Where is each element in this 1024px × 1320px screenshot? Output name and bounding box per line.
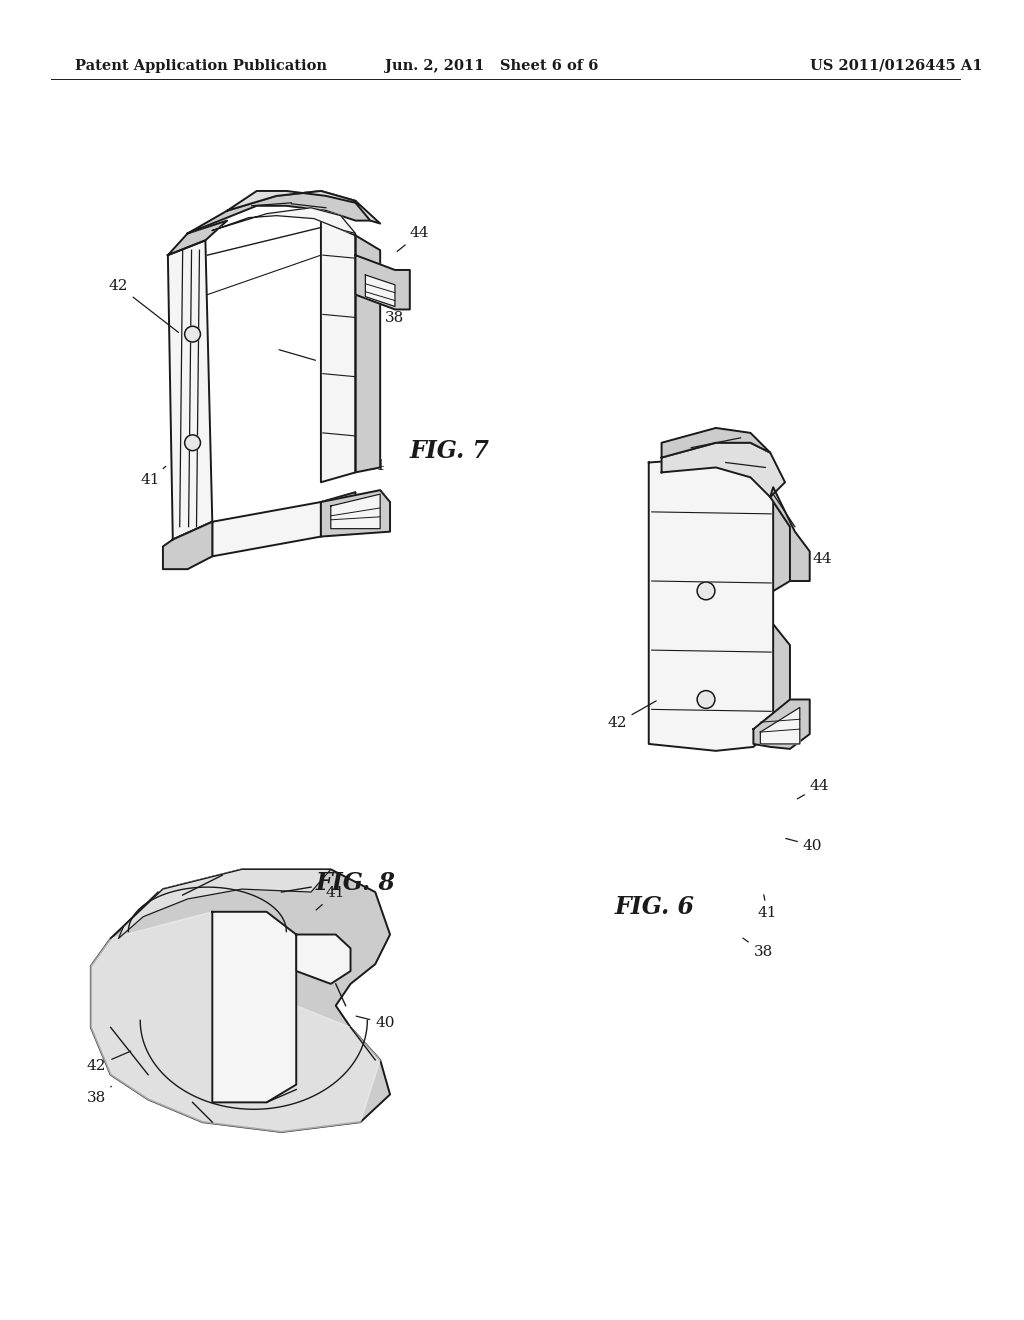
Polygon shape — [754, 700, 810, 748]
Polygon shape — [662, 442, 785, 498]
Text: FIG. 8: FIG. 8 — [316, 871, 396, 895]
Text: 44: 44 — [799, 552, 833, 579]
Circle shape — [697, 582, 715, 599]
Polygon shape — [366, 275, 395, 306]
Polygon shape — [212, 207, 355, 234]
Polygon shape — [91, 870, 390, 1133]
Polygon shape — [662, 467, 790, 739]
Text: 41: 41 — [140, 466, 166, 487]
Polygon shape — [187, 191, 371, 234]
Text: 38: 38 — [87, 1086, 112, 1105]
Text: 44: 44 — [397, 226, 429, 251]
Text: 42: 42 — [607, 701, 656, 730]
Text: 40: 40 — [280, 350, 340, 372]
Text: 38: 38 — [362, 301, 404, 325]
Polygon shape — [91, 912, 380, 1133]
Text: 38: 38 — [742, 939, 773, 960]
Polygon shape — [649, 458, 773, 751]
Text: 40: 40 — [785, 838, 822, 853]
Polygon shape — [227, 191, 380, 223]
Text: 42: 42 — [109, 279, 178, 333]
Polygon shape — [212, 912, 296, 1102]
Text: Jun. 2, 2011   Sheet 6 of 6: Jun. 2, 2011 Sheet 6 of 6 — [385, 58, 598, 73]
Text: 41: 41 — [758, 895, 777, 920]
Text: FIG. 6: FIG. 6 — [614, 895, 694, 919]
Polygon shape — [321, 492, 355, 536]
Text: 40: 40 — [356, 1016, 394, 1031]
Circle shape — [697, 690, 715, 709]
Polygon shape — [173, 521, 219, 566]
Polygon shape — [168, 240, 212, 540]
Text: 42: 42 — [87, 1051, 131, 1073]
Polygon shape — [662, 428, 770, 458]
Text: 41: 41 — [316, 886, 345, 909]
Polygon shape — [296, 935, 350, 983]
Polygon shape — [321, 220, 355, 482]
Polygon shape — [168, 220, 227, 255]
Polygon shape — [355, 255, 410, 309]
Polygon shape — [761, 708, 800, 744]
Polygon shape — [212, 502, 321, 556]
Polygon shape — [163, 521, 212, 569]
Polygon shape — [119, 870, 331, 939]
Text: 44: 44 — [362, 454, 385, 474]
Polygon shape — [770, 487, 810, 581]
Text: US 2011/0126445 A1: US 2011/0126445 A1 — [810, 58, 982, 73]
Polygon shape — [355, 235, 380, 473]
Circle shape — [184, 434, 201, 450]
Circle shape — [184, 326, 201, 342]
Text: 44: 44 — [798, 779, 829, 799]
Polygon shape — [321, 490, 390, 536]
Polygon shape — [331, 494, 380, 529]
Text: FIG. 7: FIG. 7 — [410, 438, 489, 463]
Text: Patent Application Publication: Patent Application Publication — [75, 58, 327, 73]
